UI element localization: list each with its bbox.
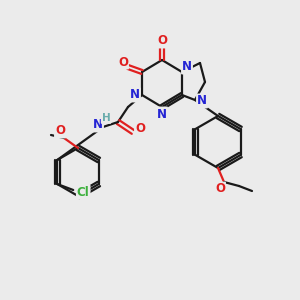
Text: O: O <box>215 182 225 196</box>
Text: O: O <box>157 34 167 47</box>
Text: O: O <box>135 122 145 136</box>
Text: O: O <box>118 56 128 68</box>
Text: Cl: Cl <box>77 185 90 199</box>
Text: N: N <box>130 88 140 101</box>
Text: O: O <box>55 124 65 137</box>
Text: N: N <box>93 118 103 131</box>
Text: N: N <box>197 94 207 107</box>
Text: N: N <box>157 107 167 121</box>
Text: H: H <box>102 113 110 123</box>
Text: N: N <box>182 61 192 74</box>
